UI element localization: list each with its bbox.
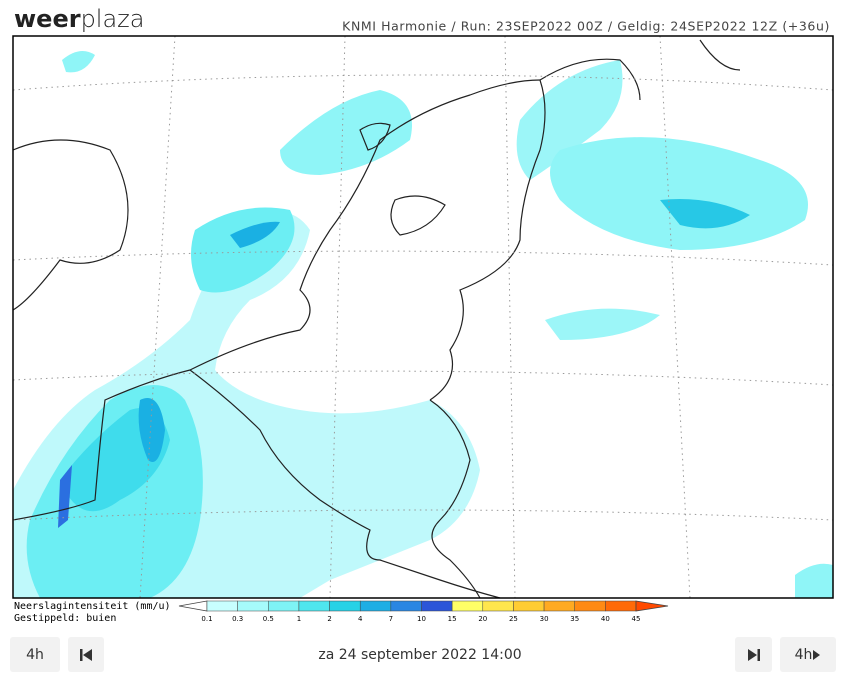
graticule: [12, 35, 834, 599]
scale-swatch: [329, 600, 361, 612]
scale-swatch: [421, 600, 453, 612]
scale-tick-label: 1: [297, 615, 301, 623]
map-frame: [12, 35, 834, 599]
skip-forward-button[interactable]: [735, 637, 772, 672]
legend-note: Gestippeld: buien: [14, 613, 116, 624]
scale-tick-label: 0.5: [263, 615, 274, 623]
logo-light: plaza: [81, 5, 145, 33]
scale-swatch: [574, 600, 606, 612]
scale-tick-label: 0.1: [201, 615, 212, 623]
scale-swatch: [390, 600, 422, 612]
scale-over: [635, 600, 669, 612]
step-forward-label: 4h: [794, 646, 813, 663]
step-back-button[interactable]: 4h: [10, 637, 60, 672]
map-view: weerplaza KNMI Harmonie / Run: 23SEP2022…: [12, 5, 834, 624]
scale-tick-label: 45: [632, 615, 641, 623]
scale-swatch: [298, 600, 330, 612]
scale-tick-label: 20: [478, 615, 487, 623]
logo-bold: weer: [14, 5, 81, 33]
scale-swatch: [605, 600, 637, 612]
scale-tick-label: 35: [570, 615, 579, 623]
scale-tick-label: 15: [448, 615, 457, 623]
skip-forward-icon: [747, 648, 760, 661]
step-forward-button[interactable]: 4h: [780, 637, 836, 672]
date-label: za 24 september 2022 14:00: [318, 646, 522, 663]
scale-swatch: [237, 600, 269, 612]
skip-back-icon: [80, 648, 92, 661]
scale-swatch: [206, 600, 238, 612]
model-header: KNMI Harmonie / Run: 23SEP2022 00Z / Gel…: [342, 19, 830, 34]
scale-tick-label: 4: [358, 615, 363, 623]
scale-tick-label: 2: [327, 615, 331, 623]
scale-under: [178, 600, 208, 612]
scale-tick-label: 0.3: [232, 615, 243, 623]
skip-back-button[interactable]: [68, 637, 104, 672]
scale-tick-label: 30: [540, 615, 549, 623]
scale-tick-label: 40: [601, 615, 610, 623]
logo: weerplaza: [14, 5, 144, 33]
scale-tick-label: 7: [389, 615, 393, 623]
scale-swatch: [359, 600, 392, 612]
precipitation: [13, 51, 833, 598]
scale-tick-label: 25: [509, 615, 518, 623]
scale-swatch: [543, 600, 575, 612]
legend-title: Neerslagintensiteit (mm/u): [14, 601, 171, 612]
scale-swatch: [268, 600, 300, 612]
scale-swatch: [513, 600, 545, 612]
borders: [12, 39, 741, 599]
scale-swatch: [482, 600, 514, 612]
color-scale: 0.1 0.3 0.5 1 2 4 7 10 15 20 25 30 35 40 45: [178, 600, 669, 623]
scale-swatch: [451, 600, 484, 612]
scale-tick-label: 10: [417, 615, 426, 623]
play-icon: [813, 649, 821, 660]
